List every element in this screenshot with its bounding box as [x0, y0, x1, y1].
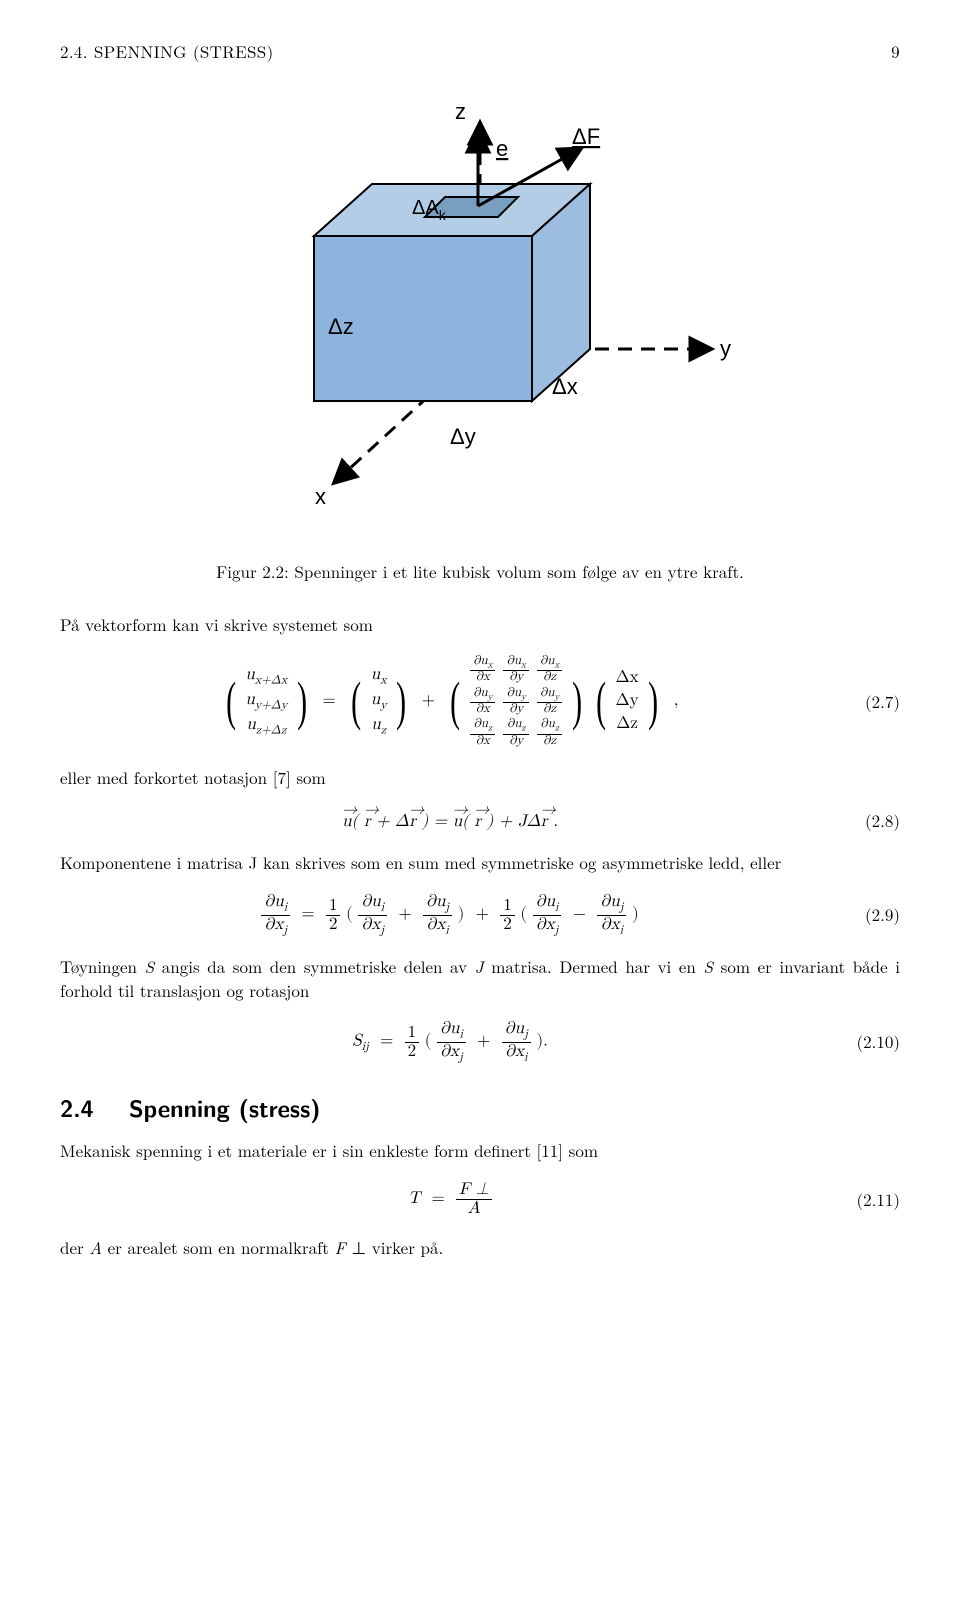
eq-num-2-8: (2.8)	[840, 809, 900, 833]
equation-2-11: T = F ⊥A (2.11)	[60, 1181, 900, 1218]
section-title: Spenning (stress)	[129, 1091, 321, 1125]
equation-2-10: Sij = 12 ( ∂ui∂xj + ∂uj∂xi ). (2.10)	[60, 1020, 900, 1063]
eq-num-2-10: (2.10)	[840, 1030, 900, 1054]
label-z: z	[455, 99, 466, 124]
label-dy: Δy	[450, 424, 476, 449]
eq-num-2-7: (2.7)	[840, 690, 900, 714]
header-left: 2.4. SPENNING (STRESS)	[60, 40, 274, 64]
label-e: e	[496, 136, 508, 161]
label-dF: ΔF	[572, 124, 600, 149]
para-3: Komponentene i matrisa J kan skrives som…	[60, 851, 900, 875]
header-page: 9	[891, 40, 900, 64]
para-2: eller med forkortet notasjon [7] som	[60, 766, 900, 790]
eq-num-2-9: (2.9)	[840, 903, 900, 927]
eq-num-2-11: (2.11)	[840, 1188, 900, 1212]
jacobian-matrix: ∂ux∂x ∂ux∂y ∂ux∂z ∂uy∂x ∂uy∂y ∂uy∂z ∂uz∂…	[470, 655, 562, 748]
label-x: x	[315, 484, 326, 509]
para-6: der A er arealet som en normalkraft F ⊥ …	[60, 1236, 900, 1260]
label-y: y	[720, 336, 731, 361]
equation-2-9: ∂ui∂xj = 12 ( ∂ui∂xj + ∂uj∂xi ) + 12 ( ∂…	[60, 893, 900, 936]
section-number: 2.4	[60, 1091, 94, 1125]
figure-caption: Figur 2.2: Spenninger i et lite kubisk v…	[60, 560, 900, 584]
para-5: Mekanisk spenning i et materiale er i si…	[60, 1139, 900, 1163]
running-header: 2.4. SPENNING (STRESS) 9	[60, 40, 900, 64]
label-dx: Δx	[552, 374, 578, 399]
label-dz: Δz	[328, 314, 354, 339]
para-1: På vektorform kan vi skrive systemet som	[60, 613, 900, 637]
figure-2-2: z y x Δz Δx Δy e ΔF ΔAk Figur 2.2: Spenn…	[60, 94, 900, 584]
equation-2-7: ( ux+Δx uy+Δy uz+Δz ) = ( ux uy uz ) + (…	[60, 655, 900, 748]
section-heading: 2.4 Spenning (stress)	[60, 1092, 900, 1126]
para-4: Tøyningen S angis da som den symmetriske…	[60, 955, 900, 1003]
equation-2-8: u( r + Δr ) = u( r ) + JΔr . (2.8)	[60, 808, 900, 834]
cube-diagram: z y x Δz Δx Δy e ΔF ΔAk	[220, 94, 740, 534]
